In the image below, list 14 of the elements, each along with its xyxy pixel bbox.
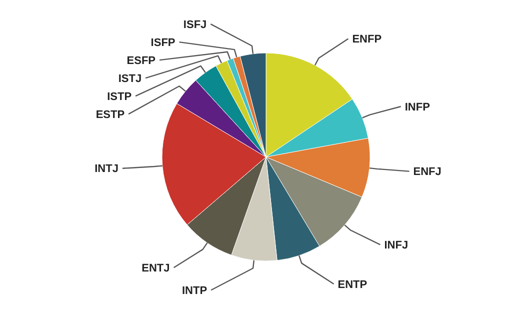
- slice-label: ISFP: [150, 36, 176, 49]
- slice-label: ENFJ: [413, 166, 442, 178]
- slice-label: INTJ: [94, 163, 118, 176]
- slice-label: ENTJ: [142, 262, 170, 274]
- slice-label: INTP: [182, 284, 208, 297]
- slice-label: ISFJ: [183, 18, 207, 31]
- slice-label: ISTJ: [118, 72, 142, 85]
- slice-label: ENTP: [338, 278, 368, 291]
- slice-label: ENFP: [352, 34, 382, 46]
- slice-label: INFP: [404, 101, 430, 114]
- slice-label: ISTP: [107, 90, 132, 103]
- slice-label: ESTP: [96, 108, 125, 121]
- slice-label: ESFP: [126, 54, 156, 67]
- slice-label: INFJ: [384, 240, 408, 252]
